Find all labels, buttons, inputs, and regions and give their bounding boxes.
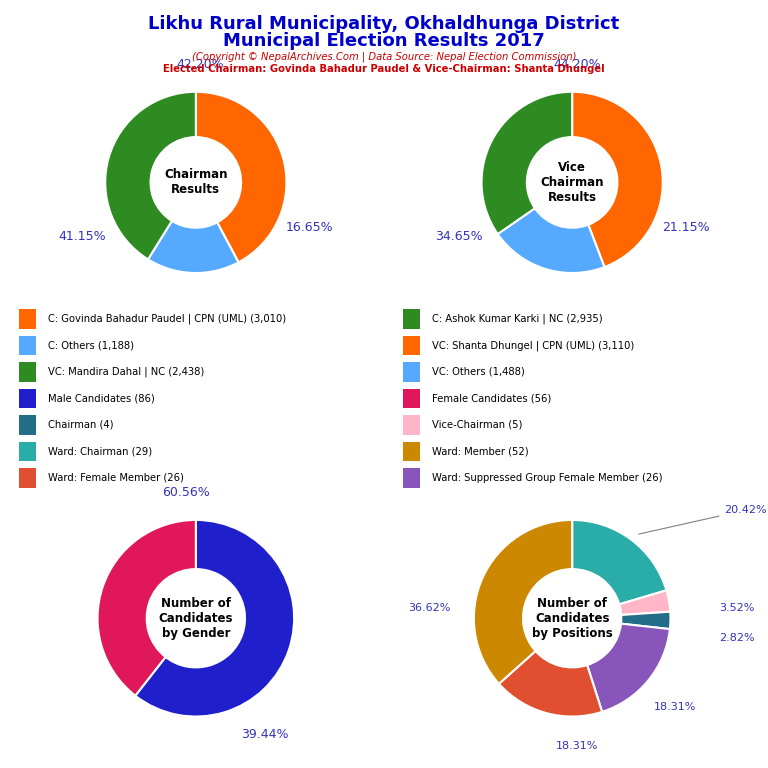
Text: 18.31%: 18.31% bbox=[654, 702, 697, 712]
Bar bbox=[19, 362, 36, 382]
Text: Likhu Rural Municipality, Okhaldhunga District: Likhu Rural Municipality, Okhaldhunga Di… bbox=[148, 15, 620, 33]
Bar bbox=[403, 415, 420, 435]
Text: 34.65%: 34.65% bbox=[435, 230, 483, 243]
Text: 16.65%: 16.65% bbox=[285, 221, 333, 234]
Text: (Copyright © NepalArchives.Com | Data Source: Nepal Election Commission): (Copyright © NepalArchives.Com | Data So… bbox=[192, 51, 576, 62]
Bar bbox=[19, 389, 36, 409]
Wedge shape bbox=[148, 221, 239, 273]
Text: C: Ashok Kumar Karki | NC (2,935): C: Ashok Kumar Karki | NC (2,935) bbox=[432, 314, 602, 324]
Text: Vice-Chairman (5): Vice-Chairman (5) bbox=[432, 420, 522, 430]
Text: 3.52%: 3.52% bbox=[720, 604, 755, 614]
Wedge shape bbox=[499, 651, 602, 717]
Wedge shape bbox=[482, 92, 572, 234]
Bar bbox=[403, 336, 420, 356]
Text: VC: Shanta Dhungel | CPN (UML) (3,110): VC: Shanta Dhungel | CPN (UML) (3,110) bbox=[432, 340, 634, 351]
Text: Elected Chairman: Govinda Bahadur Paudel & Vice-Chairman: Shanta Dhungel: Elected Chairman: Govinda Bahadur Paudel… bbox=[163, 64, 605, 74]
Text: Chairman
Results: Chairman Results bbox=[164, 168, 227, 197]
Text: 39.44%: 39.44% bbox=[241, 728, 289, 741]
Text: Vice
Chairman
Results: Vice Chairman Results bbox=[541, 161, 604, 204]
Text: Municipal Election Results 2017: Municipal Election Results 2017 bbox=[223, 32, 545, 50]
Bar bbox=[19, 442, 36, 461]
Text: VC: Mandira Dahal | NC (2,438): VC: Mandira Dahal | NC (2,438) bbox=[48, 367, 204, 377]
Bar bbox=[403, 389, 420, 409]
Text: 60.56%: 60.56% bbox=[162, 486, 210, 499]
Wedge shape bbox=[498, 208, 604, 273]
Text: Ward: Suppressed Group Female Member (26): Ward: Suppressed Group Female Member (26… bbox=[432, 473, 662, 483]
Text: C: Govinda Bahadur Paudel | CPN (UML) (3,010): C: Govinda Bahadur Paudel | CPN (UML) (3… bbox=[48, 314, 286, 324]
Text: Number of
Candidates
by Gender: Number of Candidates by Gender bbox=[158, 597, 233, 640]
Wedge shape bbox=[572, 520, 667, 604]
Bar bbox=[19, 310, 36, 329]
Wedge shape bbox=[474, 520, 572, 684]
Text: 2.82%: 2.82% bbox=[720, 633, 755, 643]
Text: 36.62%: 36.62% bbox=[409, 604, 451, 614]
Text: Male Candidates (86): Male Candidates (86) bbox=[48, 393, 154, 403]
Bar bbox=[403, 362, 420, 382]
Wedge shape bbox=[196, 92, 286, 263]
Text: 41.15%: 41.15% bbox=[58, 230, 107, 243]
Bar bbox=[19, 468, 36, 488]
Text: 21.15%: 21.15% bbox=[661, 221, 710, 234]
Wedge shape bbox=[621, 611, 670, 629]
Text: Ward: Female Member (26): Ward: Female Member (26) bbox=[48, 473, 184, 483]
Wedge shape bbox=[619, 591, 670, 615]
Wedge shape bbox=[98, 520, 196, 696]
Text: Female Candidates (56): Female Candidates (56) bbox=[432, 393, 551, 403]
Text: 42.20%: 42.20% bbox=[177, 58, 224, 71]
Text: 20.42%: 20.42% bbox=[639, 505, 767, 534]
Wedge shape bbox=[105, 92, 196, 260]
Bar bbox=[19, 336, 36, 356]
Text: C: Others (1,188): C: Others (1,188) bbox=[48, 340, 134, 350]
Text: Chairman (4): Chairman (4) bbox=[48, 420, 113, 430]
Bar bbox=[403, 468, 420, 488]
Bar bbox=[19, 415, 36, 435]
Wedge shape bbox=[135, 520, 294, 717]
Bar bbox=[403, 310, 420, 329]
Wedge shape bbox=[588, 624, 670, 712]
Text: VC: Others (1,488): VC: Others (1,488) bbox=[432, 367, 525, 377]
Text: 44.20%: 44.20% bbox=[553, 58, 601, 71]
Wedge shape bbox=[572, 92, 663, 267]
Text: Number of
Candidates
by Positions: Number of Candidates by Positions bbox=[531, 597, 613, 640]
Bar bbox=[403, 442, 420, 461]
Text: Ward: Member (52): Ward: Member (52) bbox=[432, 446, 528, 456]
Text: Ward: Chairman (29): Ward: Chairman (29) bbox=[48, 446, 152, 456]
Text: 18.31%: 18.31% bbox=[556, 741, 598, 751]
